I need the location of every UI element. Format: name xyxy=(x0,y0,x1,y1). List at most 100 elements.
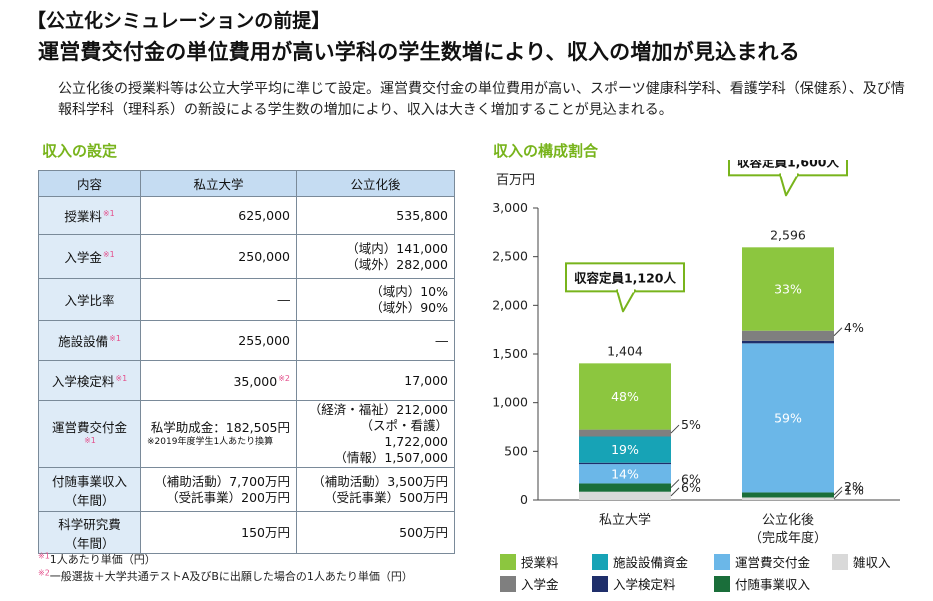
capacity-callout-pointer xyxy=(616,289,636,313)
row-label: 施設設備※1 xyxy=(38,320,141,361)
y-tick-label: 0 xyxy=(520,492,528,507)
y-tick-label: 3,000 xyxy=(492,200,528,215)
data-label-leader xyxy=(833,327,843,337)
table-row: 入学金※1 250,000 （域内）141,000 （域外）282,000 xyxy=(38,234,455,279)
legend-item: 施設設備資金 xyxy=(592,552,688,571)
bar-segment xyxy=(742,343,834,493)
table-row: 入学検定料※1 35,000※2 17,000 xyxy=(38,360,455,401)
legend-label: 授業料 xyxy=(521,555,559,570)
table-row: 入学比率 ― （域内）10% （域外）90% xyxy=(38,278,455,321)
bar-segment xyxy=(742,247,834,331)
page-heading: 【公立化シミュレーションの前提】 xyxy=(27,10,331,32)
private-cell: 250,000 xyxy=(140,234,297,279)
legend-label: 入学金 xyxy=(521,577,559,592)
row-label: 入学検定料※1 xyxy=(38,360,141,401)
private-cell: 私学助成金：182,505円 ※2019年度学生1人あたり換算 xyxy=(140,400,297,468)
legend-item: 運営費交付金 xyxy=(714,552,810,571)
y-tick-label: 500 xyxy=(504,443,528,458)
header-cell: 私立大学 xyxy=(140,170,297,197)
legend-swatch xyxy=(714,575,730,592)
bar-segment xyxy=(579,483,671,492)
legend-item: 入学検定料 xyxy=(592,574,676,593)
table-row: 授業料※1 625,000 535,800 xyxy=(38,196,455,235)
data-label: 59% xyxy=(774,410,802,425)
legend-label: 雑収入 xyxy=(853,555,891,570)
revenue-settings-table: 内容 私立大学 公立化後 授業料※1 625,000 535,800 入学金※1… xyxy=(38,170,455,554)
legend-swatch xyxy=(500,575,516,592)
legend-item: 授業料 xyxy=(500,552,559,571)
table-row: 施設設備※1 255,000 ― xyxy=(38,320,455,361)
row-label: 入学金※1 xyxy=(38,234,141,279)
data-label-leader xyxy=(833,486,843,496)
header-cell: 公立化後 xyxy=(296,170,455,197)
table-section-title: 収入の設定 xyxy=(42,142,118,160)
y-tick-label: 2,000 xyxy=(492,297,528,312)
data-label: 2% xyxy=(844,479,864,494)
bar-segment xyxy=(742,340,834,344)
row-label: 運営費交付金 ※1 xyxy=(38,400,141,468)
public-cell: （域内）141,000 （域外）282,000 xyxy=(296,234,455,279)
legend-swatch xyxy=(714,553,730,570)
capacity-callout-pointer xyxy=(779,173,799,197)
private-cell: 150万円 xyxy=(140,511,297,554)
data-label-leader xyxy=(670,424,680,434)
private-cell: 255,000 xyxy=(140,320,297,361)
bar-segment xyxy=(742,330,834,341)
x-tick-label: 私立大学 xyxy=(599,512,651,528)
data-label: 19% xyxy=(611,442,639,457)
data-label-leader xyxy=(833,490,843,500)
row-label: 科学研究費 （年間） xyxy=(38,511,141,554)
intro-text: 公立化後の授業料等は公立大学平均に準じて設定。運営費交付金の単位費用が高い、スポ… xyxy=(58,81,905,118)
bar-segment xyxy=(579,462,671,465)
private-cell: （補助活動）7,700万円 （受託事業）200万円 xyxy=(140,467,297,512)
capacity-callout-mask xyxy=(618,288,634,293)
data-label-leader xyxy=(670,479,680,488)
public-cell: （経済・福祉）212,000 （スポ・看護）1,722,000 （情報）1,507,… xyxy=(296,400,455,468)
revenue-composition-chart: 百万円 0 500 1,000 1,500 2,000 2,500 3,000 6%6% 14% 1… xyxy=(492,160,900,546)
legend-label: 入学検定料 xyxy=(613,577,676,592)
data-label: 33% xyxy=(774,282,802,297)
legend-item: 雑収入 xyxy=(832,552,891,571)
row-label: 授業料※1 xyxy=(38,196,141,235)
chart-section-title: 収入の構成割合 xyxy=(493,142,599,160)
capacity-callout-box xyxy=(565,262,685,293)
total-label: 1,404 xyxy=(607,343,643,358)
legend-swatch xyxy=(500,553,516,570)
capacity-label: 収容定員1,600人 xyxy=(737,160,840,169)
legend-item: 付随事業収入 xyxy=(714,574,810,593)
footnote: ※2一般選抜＋大学共通テストA及びBに出願した場合の1人あたり単価（円） xyxy=(38,568,413,583)
footnote: ※11人あたり単価（円） xyxy=(38,551,156,566)
data-label: 48% xyxy=(611,389,639,404)
bar-segment xyxy=(742,492,834,498)
data-label-leader xyxy=(670,487,680,497)
table-row: 運営費交付金 ※1 私学助成金：182,505円 ※2019年度学生1人あたり換算 … xyxy=(38,400,455,468)
private-cell: ― xyxy=(140,278,297,321)
x-tick-sublabel: （完成年度） xyxy=(749,530,827,546)
page-subheading: 運営費交付金の単位費用が高い学科の学生数増により、収入の増加が見込まれる xyxy=(38,40,800,64)
public-cell: （域内）10% （域外）90% xyxy=(296,278,455,321)
data-label: 6% xyxy=(681,480,701,495)
bar-segment xyxy=(579,363,671,430)
bar-segment xyxy=(579,436,671,463)
private-cell: 35,000※2 xyxy=(140,360,297,401)
data-label: 14% xyxy=(611,466,639,481)
legend-swatch xyxy=(592,553,608,570)
row-label: 付随事業収入 （年間） xyxy=(38,467,141,512)
public-cell: ― xyxy=(296,320,455,361)
public-cell: 500万円 xyxy=(296,511,455,554)
public-cell: （補助活動）3,500万円 （受託事業）500万円 xyxy=(296,467,455,512)
legend-label: 運営費交付金 xyxy=(735,555,811,570)
y-tick-label: 2,500 xyxy=(492,249,528,264)
bar-segment xyxy=(579,464,671,484)
data-label: 1% xyxy=(844,483,864,498)
capacity-callout-mask xyxy=(781,172,797,177)
x-tick-label: 公立化後 xyxy=(762,513,814,528)
data-label: 6% xyxy=(681,472,701,487)
y-tick-label: 1,000 xyxy=(492,395,528,410)
capacity-label: 収容定員1,120人 xyxy=(574,270,677,285)
public-cell: 17,000 xyxy=(296,360,455,401)
table-header-row: 内容 私立大学 公立化後 xyxy=(38,170,455,197)
legend-label: 付随事業収入 xyxy=(735,577,811,592)
legend-swatch xyxy=(832,553,848,570)
bar-segment xyxy=(579,491,671,500)
